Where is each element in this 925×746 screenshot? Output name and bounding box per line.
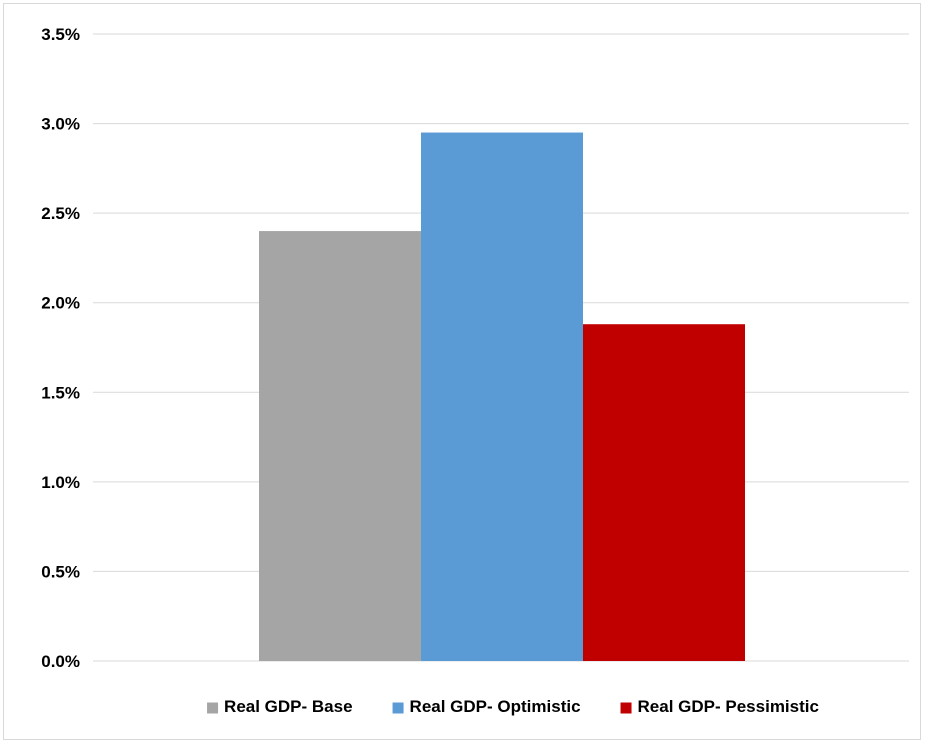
y-tick-label: 3.5% — [41, 25, 80, 44]
legend-swatch-real-gdp-optimistic — [392, 702, 404, 714]
legend-swatch-real-gdp-pessimistic — [620, 702, 632, 714]
bar-real-gdp-pessimistic — [583, 324, 745, 661]
y-tick-label: 1.5% — [41, 383, 80, 402]
chart-frame: 0.0% 0.5% 1.0% 1.5% 2.0% 2.5% 3.0% 3.5% Real GD… — [3, 3, 921, 740]
y-tick-label: 2.5% — [41, 204, 80, 223]
y-tick-label: 0.0% — [41, 652, 80, 671]
legend-swatch-real-gdp-base — [207, 702, 219, 714]
y-axis-tick-labels: 0.0% 0.5% 1.0% 1.5% 2.0% 2.5% 3.0% 3.5% — [41, 25, 80, 671]
y-tick-label: 2.0% — [41, 294, 80, 313]
bar-real-gdp-base — [259, 231, 421, 662]
y-tick-label: 0.5% — [41, 562, 80, 581]
bar-chart: 0.0% 0.5% 1.0% 1.5% 2.0% 2.5% 3.0% 3.5% Real GD… — [41, 25, 909, 716]
legend-label: Real GDP- Pessimistic — [638, 697, 819, 716]
legend-label: Real GDP- Base — [224, 697, 353, 716]
bars — [259, 132, 745, 662]
bar-real-gdp-optimistic — [421, 132, 583, 661]
y-tick-label: 3.0% — [41, 115, 80, 134]
legend: Real GDP- Base Real GDP- Optimistic Real G… — [207, 697, 819, 716]
legend-label: Real GDP- Optimistic — [410, 697, 581, 716]
y-tick-label: 1.0% — [41, 473, 80, 492]
